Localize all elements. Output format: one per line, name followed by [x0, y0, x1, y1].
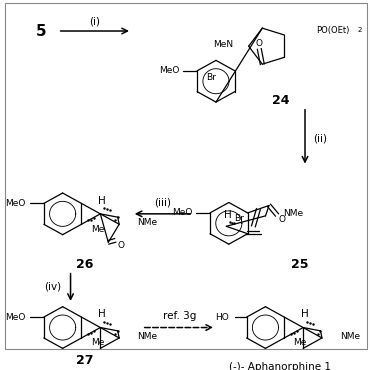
Text: H: H — [98, 196, 106, 206]
Text: O: O — [278, 215, 285, 224]
Text: (iv): (iv) — [44, 282, 61, 292]
Text: (-)- Aphanorphine 1: (-)- Aphanorphine 1 — [229, 362, 331, 370]
Text: HO: HO — [215, 313, 229, 322]
Text: MeO: MeO — [6, 313, 26, 322]
Text: NMe: NMe — [283, 209, 303, 218]
Text: 25: 25 — [291, 258, 309, 270]
Text: (ii): (ii) — [313, 133, 327, 143]
Text: H: H — [301, 309, 309, 319]
Text: NMe: NMe — [137, 218, 157, 227]
Text: 5: 5 — [36, 24, 46, 38]
Text: NMe: NMe — [340, 332, 360, 340]
Text: MeO: MeO — [172, 208, 192, 218]
Text: 26: 26 — [76, 258, 93, 270]
Text: H: H — [224, 210, 232, 220]
Text: Me: Me — [293, 338, 307, 347]
Text: PO(OEt): PO(OEt) — [316, 26, 349, 35]
Text: O: O — [256, 39, 263, 48]
Text: MeO: MeO — [6, 199, 26, 208]
Text: O: O — [118, 240, 125, 250]
Text: Br: Br — [234, 214, 244, 223]
Text: H: H — [98, 309, 106, 319]
Text: 27: 27 — [75, 354, 93, 367]
Text: MeO: MeO — [159, 66, 179, 75]
Text: Br: Br — [206, 73, 216, 82]
Text: (iii): (iii) — [154, 198, 171, 208]
Text: (i): (i) — [89, 17, 100, 27]
Text: Me: Me — [91, 225, 104, 233]
Text: Me: Me — [91, 338, 104, 347]
Text: MeN: MeN — [213, 40, 233, 49]
Text: 24: 24 — [272, 94, 289, 107]
Text: NMe: NMe — [137, 332, 157, 340]
Text: 2: 2 — [358, 27, 362, 33]
Text: ref. 3g: ref. 3g — [163, 311, 196, 321]
